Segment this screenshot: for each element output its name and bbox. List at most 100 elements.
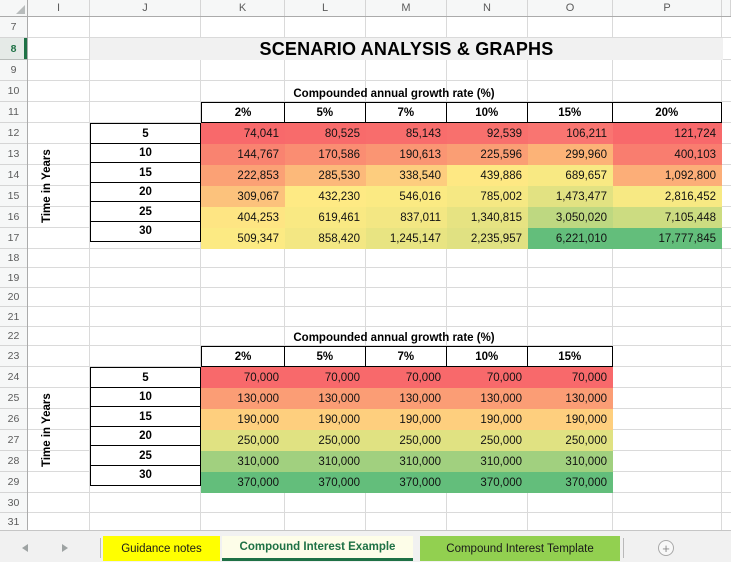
table2-cell[interactable]: 310,000 xyxy=(201,451,285,472)
table1-cell[interactable]: 432,230 xyxy=(285,186,366,207)
table1-row-header-25[interactable]: 25 xyxy=(90,201,201,222)
table1-cell[interactable]: 858,420 xyxy=(285,228,366,249)
row-header-31[interactable]: 31 xyxy=(0,513,27,530)
table1-cell[interactable]: 2,235,957 xyxy=(447,228,528,249)
table1-cell[interactable]: 400,103 xyxy=(613,144,722,165)
table2-cell[interactable]: 130,000 xyxy=(201,388,285,409)
row-header-9[interactable]: 9 xyxy=(0,60,27,81)
tab-compound-interest-example[interactable]: Compound Interest Example xyxy=(222,536,413,561)
table1-cell[interactable]: 121,724 xyxy=(613,123,722,144)
tab-guidance-notes[interactable]: Guidance notes xyxy=(103,536,220,561)
table1-cell[interactable]: 439,886 xyxy=(447,165,528,186)
table2-cell[interactable]: 190,000 xyxy=(366,409,447,430)
table1-col-header-20%[interactable]: 20% xyxy=(611,102,722,123)
column-header-K[interactable]: K xyxy=(201,0,285,16)
table2-col-header-15%[interactable]: 15% xyxy=(526,346,613,367)
row-header-28[interactable]: 28 xyxy=(0,451,27,472)
table2-cell[interactable]: 370,000 xyxy=(201,472,285,493)
table2-cell[interactable]: 190,000 xyxy=(201,409,285,430)
table2-caption[interactable]: Compounded annual growth rate (%) xyxy=(293,332,495,344)
table1-cell[interactable]: 106,211 xyxy=(528,123,613,144)
table2-cell[interactable]: 310,000 xyxy=(366,451,447,472)
table2-cell[interactable]: 310,000 xyxy=(528,451,613,472)
column-header-M[interactable]: M xyxy=(366,0,447,16)
table1-col-header-15%[interactable]: 15% xyxy=(526,102,613,123)
table2-cell[interactable]: 70,000 xyxy=(285,367,366,388)
table2-cell[interactable]: 70,000 xyxy=(366,367,447,388)
table1-cell[interactable]: 546,016 xyxy=(366,186,447,207)
table1-cell[interactable]: 404,253 xyxy=(201,207,285,228)
table2-row-header-10[interactable]: 10 xyxy=(90,386,201,408)
table2-row-header-20[interactable]: 20 xyxy=(90,425,201,447)
table1-cell[interactable]: 6,221,010 xyxy=(528,228,613,249)
table1-cell[interactable]: 3,050,020 xyxy=(528,207,613,228)
row-header-19[interactable]: 19 xyxy=(0,268,27,288)
table1-cell[interactable]: 170,586 xyxy=(285,144,366,165)
table2-cell[interactable]: 190,000 xyxy=(528,409,613,430)
row-header-27[interactable]: 27 xyxy=(0,430,27,451)
table2-cell[interactable]: 190,000 xyxy=(285,409,366,430)
table1-row-axis-label[interactable]: Time in Years xyxy=(41,149,53,223)
select-all-corner[interactable] xyxy=(0,0,28,17)
row-header-17[interactable]: 17 xyxy=(0,228,27,249)
table2-cell[interactable]: 310,000 xyxy=(285,451,366,472)
table1-cell[interactable]: 1,473,477 xyxy=(528,186,613,207)
title-cell[interactable]: SCENARIO ANALYSIS & GRAPHS xyxy=(90,38,723,60)
table1-caption[interactable]: Compounded annual growth rate (%) xyxy=(293,88,495,100)
column-header-P[interactable]: P xyxy=(613,0,722,16)
table2-row-header-30[interactable]: 30 xyxy=(90,464,201,486)
table1-row-header-15[interactable]: 15 xyxy=(90,162,201,183)
row-header-8[interactable]: 8 xyxy=(0,38,27,60)
row-header-18[interactable]: 18 xyxy=(0,249,27,268)
table2-cell[interactable]: 70,000 xyxy=(201,367,285,388)
table2-cell[interactable]: 190,000 xyxy=(447,409,528,430)
row-header-11[interactable]: 11 xyxy=(0,102,27,123)
table2-cell[interactable]: 130,000 xyxy=(366,388,447,409)
row-header-7[interactable]: 7 xyxy=(0,17,27,38)
table2-cell[interactable]: 130,000 xyxy=(447,388,528,409)
row-header-12[interactable]: 12 xyxy=(0,123,27,144)
table2-col-header-5%[interactable]: 5% xyxy=(283,346,366,367)
table1-cell[interactable]: 1,245,147 xyxy=(366,228,447,249)
table2-col-header-10%[interactable]: 10% xyxy=(445,346,528,367)
add-sheet-button[interactable]: + xyxy=(658,540,674,556)
table1-col-header-5%[interactable]: 5% xyxy=(283,102,366,123)
row-header-26[interactable]: 26 xyxy=(0,409,27,430)
table2-cell[interactable]: 130,000 xyxy=(285,388,366,409)
row-header-22[interactable]: 22 xyxy=(0,327,27,346)
table1-cell[interactable]: 7,105,448 xyxy=(613,207,722,228)
row-header-21[interactable]: 21 xyxy=(0,307,27,327)
row-header-14[interactable]: 14 xyxy=(0,165,27,186)
table1-cell[interactable]: 1,092,800 xyxy=(613,165,722,186)
table2-cell[interactable]: 70,000 xyxy=(528,367,613,388)
table2-cell[interactable]: 250,000 xyxy=(528,430,613,451)
column-header-I[interactable]: I xyxy=(28,0,90,16)
tab-compound-interest-template[interactable]: Compound Interest Template xyxy=(420,536,620,561)
table1-cell[interactable]: 80,525 xyxy=(285,123,366,144)
row-header-13[interactable]: 13 xyxy=(0,144,27,165)
table1-cell[interactable]: 619,461 xyxy=(285,207,366,228)
table1-row-header-20[interactable]: 20 xyxy=(90,181,201,203)
row-header-30[interactable]: 30 xyxy=(0,493,27,513)
table2-cell[interactable]: 250,000 xyxy=(201,430,285,451)
column-header-O[interactable]: O xyxy=(528,0,613,16)
table1-cell[interactable]: 74,041 xyxy=(201,123,285,144)
table2-cell[interactable]: 130,000 xyxy=(528,388,613,409)
table1-cell[interactable]: 222,853 xyxy=(201,165,285,186)
table2-cell[interactable]: 370,000 xyxy=(366,472,447,493)
table2-cell[interactable]: 370,000 xyxy=(528,472,613,493)
row-header-20[interactable]: 20 xyxy=(0,288,27,307)
table1-cell[interactable]: 190,613 xyxy=(366,144,447,165)
table1-cell[interactable]: 299,960 xyxy=(528,144,613,165)
row-header-15[interactable]: 15 xyxy=(0,186,27,207)
row-header-23[interactable]: 23 xyxy=(0,346,27,367)
table1-row-header-10[interactable]: 10 xyxy=(90,142,201,164)
table2-cell[interactable]: 70,000 xyxy=(447,367,528,388)
table1-cell[interactable]: 17,777,845 xyxy=(613,228,722,249)
table1-cell[interactable]: 837,011 xyxy=(366,207,447,228)
table1-cell[interactable]: 785,002 xyxy=(447,186,528,207)
table1-row-header-5[interactable]: 5 xyxy=(90,123,201,144)
table1-cell[interactable]: 144,767 xyxy=(201,144,285,165)
table1-col-header-2%[interactable]: 2% xyxy=(201,102,285,123)
table2-cell[interactable]: 250,000 xyxy=(366,430,447,451)
